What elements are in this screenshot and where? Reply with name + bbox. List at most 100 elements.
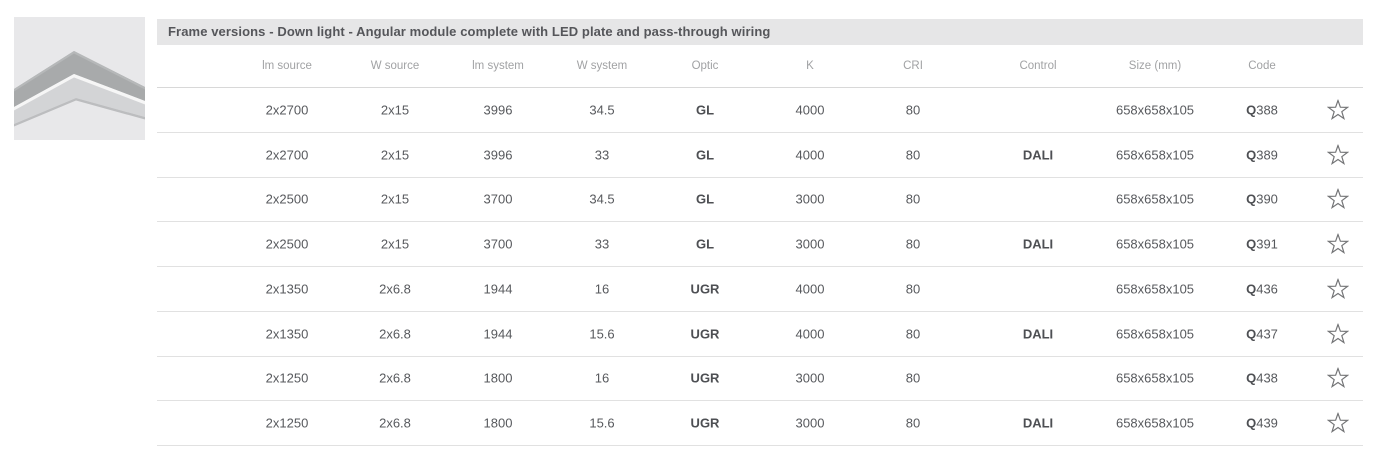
cell-control: DALI: [1022, 326, 1054, 342]
cell-lm-system: 1800: [483, 370, 513, 386]
cell-code: Q391: [1246, 236, 1278, 252]
cell-size: 658x658x105: [1115, 370, 1195, 386]
cell-w-source: 2x15: [380, 236, 410, 252]
cell-w-source: 2x6.8: [379, 281, 411, 297]
angular-frame-corner-image: [14, 17, 145, 140]
cell-optic: GL: [695, 236, 715, 252]
column-header-w-system: W system: [576, 60, 628, 72]
column-header-size-mm-: Size (mm): [1128, 60, 1182, 72]
column-header-code: Code: [1248, 60, 1276, 72]
cell-code: Q439: [1246, 415, 1278, 431]
cell-lm-system: 1944: [483, 326, 513, 342]
table-row: 2x1350 2x6.8 1944 16 UGR 4000 80 658x658x105 Q43…: [157, 267, 1363, 312]
column-header-lm-source: lm source: [262, 60, 312, 72]
cell-code: Q436: [1246, 281, 1278, 297]
cell-size: 658x658x105: [1115, 415, 1195, 431]
table-row: 2x2500 2x15 3700 34.5 GL 3000 80 658x658x105 Q39…: [157, 178, 1363, 223]
column-header-k: K: [806, 60, 814, 72]
cell-lm-source: 2x2500: [265, 191, 309, 207]
cell-code: Q388: [1246, 102, 1278, 118]
cell-cri: 80: [905, 415, 921, 431]
cell-size: 658x658x105: [1115, 281, 1195, 297]
cell-k: 4000: [795, 281, 825, 297]
cell-cri: 80: [905, 102, 921, 118]
cell-lm-source: 2x2700: [265, 147, 309, 163]
cell-k: 4000: [795, 102, 825, 118]
table-row: 2x1250 2x6.8 1800 15.6 UGR 3000 80 DALI 658x658x…: [157, 401, 1363, 446]
cell-size: 658x658x105: [1115, 326, 1195, 342]
cell-lm-source: 2x1350: [265, 281, 309, 297]
column-header-control: Control: [1019, 60, 1057, 72]
cell-code: Q438: [1246, 370, 1278, 386]
cell-w-system: 16: [594, 281, 610, 297]
cell-control: DALI: [1022, 236, 1054, 252]
cell-w-system: 16: [594, 370, 610, 386]
cell-cri: 80: [905, 281, 921, 297]
favorite-star-icon[interactable]: [1327, 412, 1349, 434]
cell-code: Q390: [1246, 191, 1278, 207]
table-row: 2x2700 2x15 3996 34.5 GL 4000 80 658x658x105 Q38…: [157, 88, 1363, 133]
cell-w-source: 2x15: [380, 102, 410, 118]
cell-cri: 80: [905, 147, 921, 163]
favorite-star-icon[interactable]: [1327, 144, 1349, 165]
cell-k: 3000: [795, 370, 825, 386]
cell-cri: 80: [905, 236, 921, 252]
cell-w-system: 34.5: [589, 102, 615, 118]
column-header-lm-system: lm system: [472, 60, 524, 72]
cell-lm-source: 2x1250: [265, 370, 309, 386]
favorite-star-icon[interactable]: [1327, 278, 1349, 299]
cell-control: DALI: [1022, 415, 1054, 431]
cell-size: 658x658x105: [1115, 191, 1195, 207]
cell-optic: GL: [695, 147, 715, 163]
cell-lm-system: 3700: [483, 236, 513, 252]
cell-w-source: 2x15: [380, 147, 410, 163]
cell-size: 658x658x105: [1115, 102, 1195, 118]
cell-w-source: 2x15: [380, 191, 410, 207]
column-header-optic: Optic: [691, 60, 719, 72]
cell-cri: 80: [905, 370, 921, 386]
cell-lm-system: 3700: [483, 191, 513, 207]
table-row: 2x1250 2x6.8 1800 16 UGR 3000 80 658x658x105 Q43…: [157, 357, 1363, 402]
table-row: 2x2700 2x15 3996 33 GL 4000 80 DALI 658x658x105 Q…: [157, 133, 1363, 178]
cell-w-source: 2x6.8: [379, 370, 411, 386]
cell-k: 3000: [795, 236, 825, 252]
cell-optic: UGR: [690, 281, 720, 297]
favorite-star-icon[interactable]: [1327, 323, 1349, 344]
favorite-star-icon[interactable]: [1327, 99, 1349, 120]
cell-lm-system: 3996: [483, 147, 513, 163]
table-title: Frame versions - Down light - Angular mo…: [157, 19, 1363, 45]
cell-size: 658x658x105: [1115, 236, 1195, 252]
cell-w-system: 15.6: [589, 415, 615, 431]
cell-optic: UGR: [690, 326, 720, 342]
cell-code: Q437: [1246, 326, 1278, 342]
table-row: 2x1350 2x6.8 1944 15.6 UGR 4000 80 DALI 658x658x…: [157, 312, 1363, 357]
favorite-star-icon[interactable]: [1327, 233, 1349, 255]
cell-w-source: 2x6.8: [379, 326, 411, 342]
cell-lm-source: 2x1350: [265, 326, 309, 342]
cell-lm-source: 2x2500: [265, 236, 309, 252]
table-row: 2x2500 2x15 3700 33 GL 3000 80 DALI 658x658x105 Q…: [157, 222, 1363, 267]
favorite-star-icon[interactable]: [1327, 367, 1349, 389]
cell-k: 4000: [795, 147, 825, 163]
cell-k: 3000: [795, 415, 825, 431]
column-header-cri: CRI: [903, 60, 923, 72]
table-header-row: lm source W source lm system W system Optic K…: [157, 45, 1363, 88]
column-header-w-source: W source: [370, 60, 420, 72]
cell-w-system: 33: [594, 147, 610, 163]
cell-optic: UGR: [690, 370, 720, 386]
cell-w-source: 2x6.8: [379, 415, 411, 431]
cell-optic: GL: [695, 102, 715, 118]
cell-code: Q389: [1246, 147, 1278, 163]
cell-cri: 80: [905, 326, 921, 342]
table-body: 2x2700 2x15 3996 34.5 GL 4000 80 658x658x105 Q38…: [157, 88, 1363, 446]
cell-lm-system: 3996: [483, 102, 513, 118]
cell-size: 658x658x105: [1115, 147, 1195, 163]
cell-w-system: 33: [594, 236, 610, 252]
cell-lm-system: 1944: [483, 281, 513, 297]
cell-k: 4000: [795, 326, 825, 342]
cell-lm-system: 1800: [483, 415, 513, 431]
product-thumbnail: [14, 17, 145, 140]
cell-k: 3000: [795, 191, 825, 207]
favorite-star-icon[interactable]: [1327, 188, 1349, 210]
cell-w-system: 34.5: [589, 191, 615, 207]
